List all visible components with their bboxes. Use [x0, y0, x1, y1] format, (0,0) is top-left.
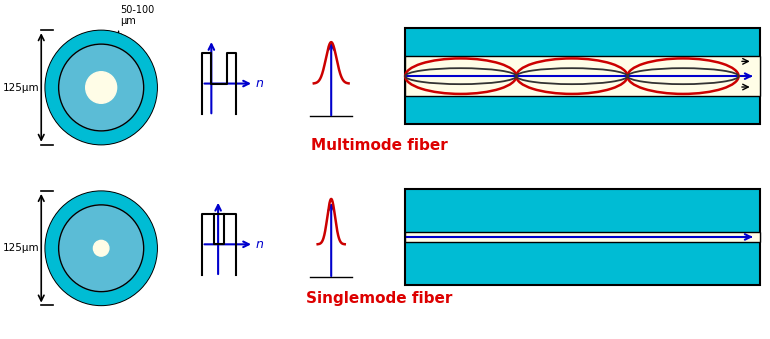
- Circle shape: [93, 240, 109, 256]
- Circle shape: [59, 44, 144, 131]
- Text: n: n: [256, 238, 263, 251]
- Circle shape: [46, 192, 156, 304]
- Text: 125μm: 125μm: [2, 243, 39, 253]
- Circle shape: [46, 31, 156, 144]
- Bar: [405, 189, 760, 285]
- Bar: [405, 232, 760, 242]
- Text: Singlemode fiber: Singlemode fiber: [306, 291, 453, 306]
- Circle shape: [45, 191, 157, 305]
- Text: Multimode fiber: Multimode fiber: [311, 138, 448, 153]
- Text: -10μm: -10μm: [116, 219, 147, 228]
- Text: 125μm: 125μm: [2, 82, 39, 93]
- Circle shape: [85, 72, 116, 103]
- Circle shape: [45, 30, 157, 145]
- Text: 50-100
μm: 50-100 μm: [120, 5, 155, 26]
- Bar: [405, 28, 760, 124]
- Circle shape: [59, 205, 144, 292]
- Bar: [405, 56, 760, 96]
- Text: n: n: [256, 77, 263, 90]
